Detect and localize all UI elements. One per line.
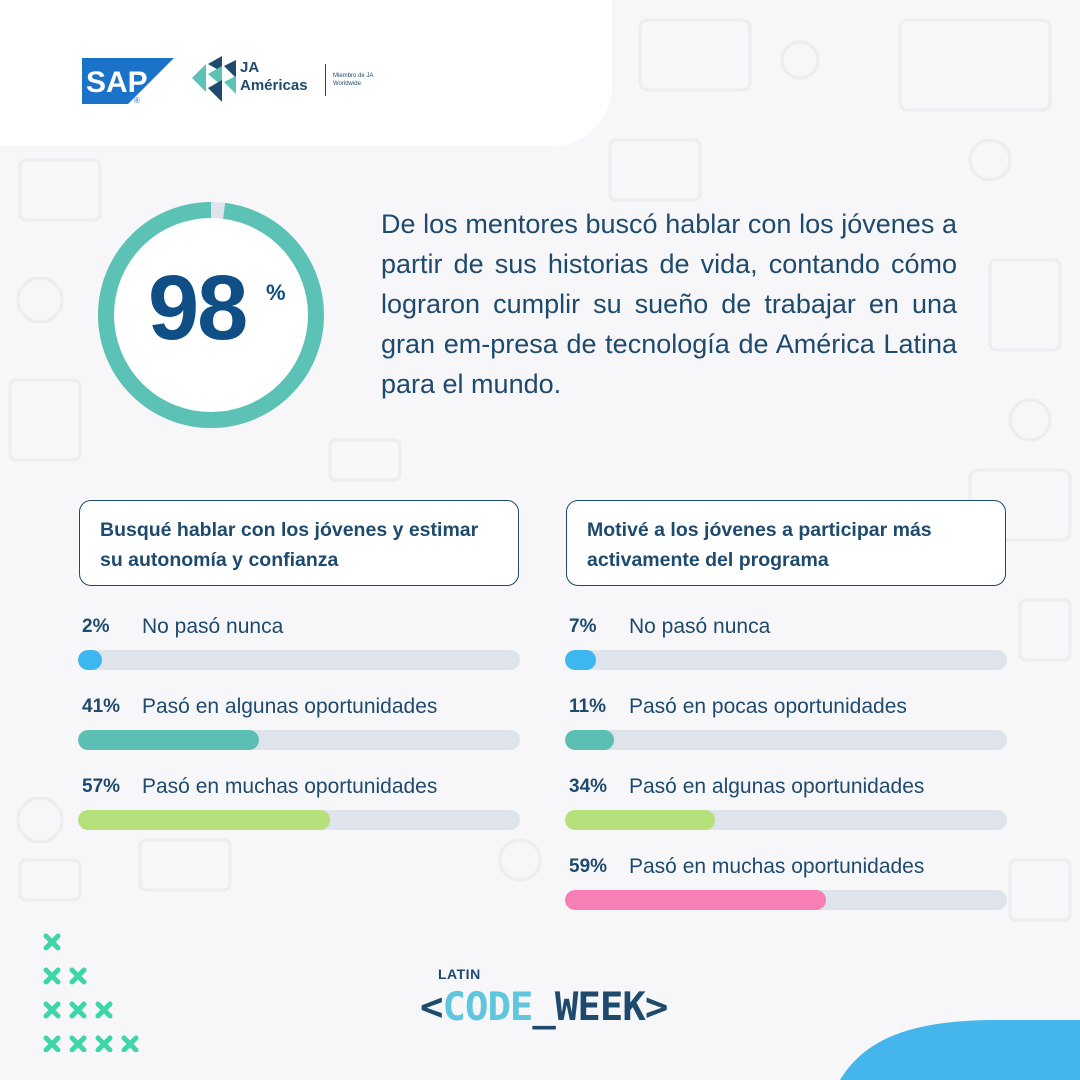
bar-row: 41% Pasó en algunas oportunidades: [78, 694, 520, 754]
ja-name-line1: JA: [240, 59, 260, 76]
bar-track: [565, 650, 1007, 670]
lcw-underscore: _: [532, 985, 556, 1030]
bar-value-label: 2%: [82, 616, 110, 637]
bar-value-label: 59%: [569, 856, 608, 877]
bar-track: [78, 810, 520, 830]
x-mark: [43, 933, 61, 951]
bar-row: 57% Pasó en muchas oportunidades: [78, 774, 520, 834]
ja-divider: [325, 64, 326, 96]
ja-name-line2: Américas: [240, 77, 308, 94]
highlight-percent-sign: %: [266, 280, 286, 305]
bar: [565, 890, 826, 910]
ja-emblem-icon: [192, 56, 236, 102]
lcw-week: WEEK: [554, 985, 646, 1030]
bar-row: 59% Pasó en muchas oportunidades: [565, 854, 1007, 914]
bar-category-label: No pasó nunca: [629, 615, 771, 638]
question-box-autonomia: Busqué hablar con los jóvenes y estimar …: [79, 500, 519, 586]
bar: [78, 810, 330, 830]
svg-text:®: ®: [134, 96, 140, 104]
question-box-participacion: Motivé a los jóvenes a participar más ac…: [566, 500, 1006, 586]
bar-value-label: 57%: [82, 776, 121, 797]
percent-ring: [98, 202, 324, 428]
highlight-percent: 98 %: [148, 262, 288, 354]
corner-decoration: [840, 1020, 1080, 1080]
bar-value-label: 7%: [569, 616, 597, 637]
bar: [78, 730, 260, 750]
bar-category-label: No pasó nunca: [142, 615, 284, 638]
percent-ring-arc: [98, 202, 324, 428]
bar-value-label: 34%: [569, 776, 608, 797]
x-mark: [121, 1035, 139, 1052]
x-mark: [69, 1035, 87, 1052]
svg-text:SAP: SAP: [86, 66, 148, 99]
ja-member-text: Miembro de JA Worldwide: [333, 73, 374, 87]
x-marks-decoration: [43, 933, 139, 1052]
x-mark: [43, 1035, 61, 1052]
bar: [565, 650, 596, 670]
sap-logo: SAP ®: [82, 58, 174, 104]
bar-row: 11% Pasó en pocas oportunidades: [565, 694, 1007, 754]
bar-track: [78, 730, 520, 750]
highlight-text: De los mentores buscó hablar con los jóv…: [381, 209, 957, 399]
header-card: SAP ® JA Américas Miembro de JA Worldwid…: [0, 0, 612, 146]
highlight-number: 98: [148, 257, 248, 359]
bar-track: [565, 890, 1007, 910]
x-mark: [95, 1035, 113, 1052]
lcw-latin: LATIN: [438, 966, 481, 982]
x-mark: [69, 967, 87, 985]
lcw-code: CODE: [442, 985, 533, 1030]
bar-track: [565, 810, 1007, 830]
lcw-wordmark: <CODE_WEEK>: [420, 985, 669, 1030]
bar-track: [78, 650, 520, 670]
lcw-bracket-close: >: [644, 985, 669, 1030]
bar: [78, 650, 102, 670]
x-mark: [69, 1001, 87, 1019]
bar-row: 2% No pasó nunca: [78, 614, 520, 674]
x-mark: [43, 1001, 61, 1019]
bar-row: 34% Pasó en algunas oportunidades: [565, 774, 1007, 834]
bar-row: 7% No pasó nunca: [565, 614, 1007, 674]
bar: [565, 730, 614, 750]
x-mark: [43, 967, 61, 985]
ja-americas-name: JA Américas: [240, 59, 308, 95]
bar-value-label: 41%: [82, 696, 121, 717]
bar-category-label: Pasó en algunas oportunidades: [629, 775, 925, 798]
bar-category-label: Pasó en pocas oportunidades: [629, 695, 907, 718]
bar-track: [565, 730, 1007, 750]
bar-value-label: 11%: [569, 696, 606, 717]
bar-category-label: Pasó en muchas oportunidades: [629, 855, 925, 878]
lcw-bracket-open: <: [420, 985, 444, 1030]
bar: [565, 810, 716, 830]
x-mark: [95, 1001, 113, 1019]
bar-category-label: Pasó en algunas oportunidades: [142, 695, 438, 718]
bar-category-label: Pasó en muchas oportunidades: [142, 775, 438, 798]
